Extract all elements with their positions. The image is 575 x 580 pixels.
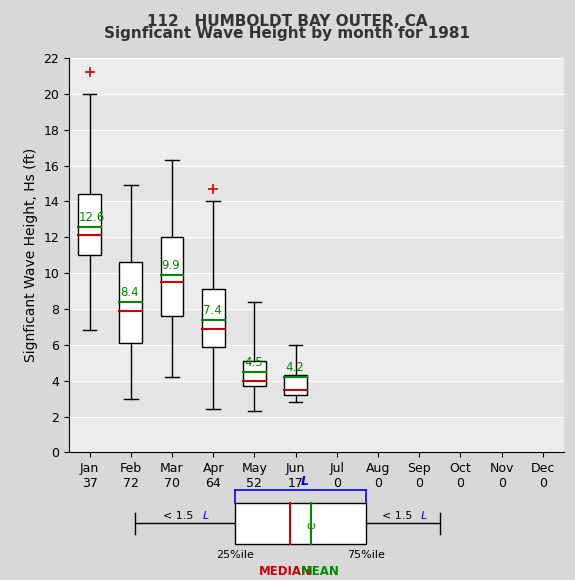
Text: L: L: [202, 512, 209, 521]
Bar: [160, 237, 183, 316]
Text: < 1.5: < 1.5: [382, 512, 416, 521]
Text: 4.5: 4.5: [244, 356, 263, 369]
Bar: [243, 361, 266, 386]
Bar: [78, 194, 101, 255]
Text: 9.9: 9.9: [162, 259, 181, 272]
Bar: [69, 165, 564, 201]
Bar: [69, 416, 564, 452]
Bar: [235, 503, 366, 544]
Text: MEDIAN: MEDIAN: [259, 566, 312, 578]
Text: 25%ile: 25%ile: [216, 550, 254, 560]
Bar: [202, 289, 225, 347]
Text: 75%ile: 75%ile: [347, 550, 385, 560]
Text: 8.4: 8.4: [120, 286, 139, 299]
Y-axis label: Signficant Wave Height, Hs (ft): Signficant Wave Height, Hs (ft): [24, 148, 38, 362]
Bar: [69, 201, 564, 237]
Bar: [69, 94, 564, 130]
Text: 12.6: 12.6: [79, 211, 105, 224]
Bar: [69, 309, 564, 345]
Text: 7.4: 7.4: [203, 304, 221, 317]
Text: L: L: [421, 512, 427, 521]
Bar: [69, 58, 564, 94]
Text: MEAN: MEAN: [300, 566, 339, 578]
Bar: [120, 262, 142, 343]
Text: ω: ω: [306, 521, 316, 531]
Bar: [69, 273, 564, 309]
Text: < 1.5: < 1.5: [163, 512, 197, 521]
Bar: [69, 237, 564, 273]
Text: L: L: [301, 475, 309, 488]
Bar: [69, 345, 564, 380]
Bar: [69, 130, 564, 165]
Bar: [284, 375, 307, 395]
Text: 112   HUMBOLDT BAY OUTER, CA: 112 HUMBOLDT BAY OUTER, CA: [147, 14, 428, 30]
Text: 4.2: 4.2: [285, 361, 304, 375]
Text: Signficant Wave Height by month for 1981: Signficant Wave Height by month for 1981: [105, 26, 470, 41]
Bar: [69, 380, 564, 416]
